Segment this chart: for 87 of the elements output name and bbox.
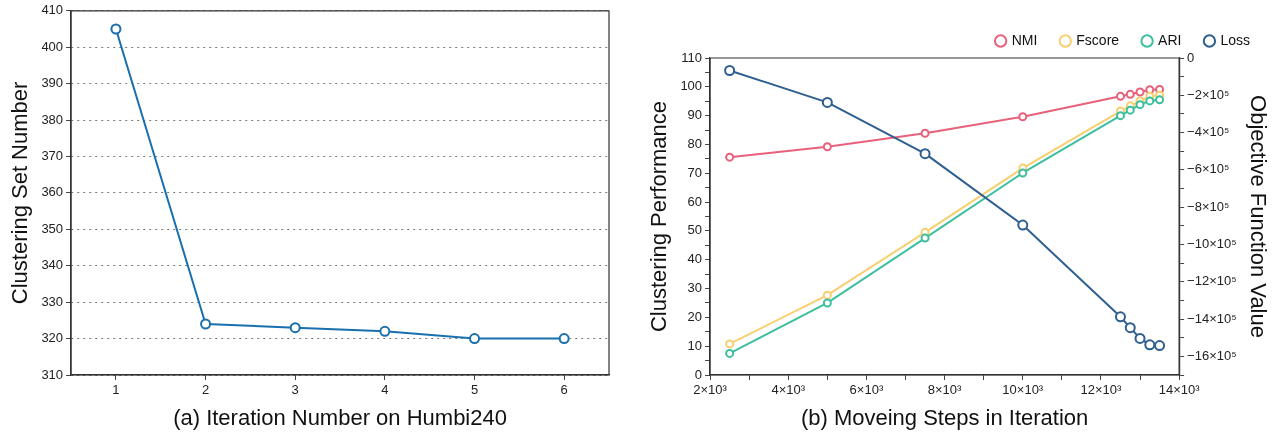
point xyxy=(822,290,832,300)
y-tick-label: 310 xyxy=(41,366,64,382)
y2-tick-label: −6×10⁵ xyxy=(1187,161,1230,177)
point xyxy=(920,233,930,243)
y-tick-label: 100 xyxy=(680,78,703,94)
legend-label: Fscore xyxy=(1076,31,1120,48)
point xyxy=(1135,87,1145,97)
y-axis-title: Clustering Performance xyxy=(646,100,672,333)
point xyxy=(725,152,735,162)
point xyxy=(822,298,832,308)
y-tick-label: 320 xyxy=(41,330,64,346)
y2-axis-title: Objective Function Value xyxy=(1245,95,1271,338)
point xyxy=(1134,332,1146,344)
point xyxy=(1018,168,1028,178)
y-tick-label: 400 xyxy=(41,38,64,54)
point xyxy=(379,325,391,337)
point xyxy=(1018,112,1028,122)
x-tick-label: 5 xyxy=(470,382,479,398)
point xyxy=(919,148,931,160)
y-tick-label: 90 xyxy=(687,107,703,123)
point xyxy=(724,64,736,76)
y-tick-label: 70 xyxy=(687,164,703,180)
x-tick-label: 4×10³ xyxy=(771,382,806,398)
point xyxy=(469,333,481,345)
y2-tick-label: −2×10⁵ xyxy=(1187,86,1230,102)
y-tick-label: 110 xyxy=(681,49,703,65)
point xyxy=(1115,91,1125,101)
point xyxy=(1115,111,1125,121)
y-tick-label: 0 xyxy=(694,366,703,382)
y-tick-label: 80 xyxy=(687,136,703,152)
y-tick-label: 30 xyxy=(687,280,703,296)
point xyxy=(1135,100,1145,110)
y2-tick-label: −14×10⁵ xyxy=(1187,310,1237,326)
point xyxy=(1125,89,1135,99)
x-tick-label: 3 xyxy=(291,382,299,398)
x-axis-title: (b) Moveing Steps in Iteration xyxy=(800,404,1089,430)
y-tick-label: 40 xyxy=(687,251,703,267)
point xyxy=(822,142,832,152)
point xyxy=(1124,322,1136,334)
y-tick-label: 370 xyxy=(41,148,64,164)
point xyxy=(725,339,735,349)
y-tick-label: 10 xyxy=(687,337,703,353)
y-tick-label: 20 xyxy=(687,308,703,324)
y-tick-label: 50 xyxy=(687,222,703,238)
y2-tick-label: −10×10⁵ xyxy=(1187,236,1237,252)
y-tick-label: 350 xyxy=(41,220,64,236)
y2-tick-label: −4×10⁵ xyxy=(1187,124,1230,140)
point xyxy=(1017,219,1029,231)
x-tick-label: 6 xyxy=(560,382,568,398)
point xyxy=(1154,340,1166,352)
point xyxy=(289,322,301,334)
x-tick-label: 4 xyxy=(381,382,389,398)
x-tick-label: 14×10³ xyxy=(1158,382,1201,398)
x-tick-label: 10×10³ xyxy=(1002,382,1044,398)
point xyxy=(920,128,930,138)
legend-label: ARI xyxy=(1158,31,1182,48)
point xyxy=(110,23,122,35)
x-tick-label: 2×10³ xyxy=(693,382,728,398)
y2-tick-label: 0 xyxy=(1187,49,1195,65)
point xyxy=(1145,96,1155,106)
x-tick-label: 6×10³ xyxy=(849,382,884,398)
point xyxy=(821,96,833,108)
point xyxy=(725,348,735,358)
y-tick-label: 360 xyxy=(41,184,64,200)
x-tick-label: 12×10³ xyxy=(1080,382,1123,398)
point xyxy=(1125,105,1135,115)
legend-label: Loss xyxy=(1220,31,1251,48)
point xyxy=(558,333,570,345)
x-tick-label: 1 xyxy=(112,382,120,398)
y2-tick-label: −16×10⁵ xyxy=(1187,347,1237,363)
y-tick-label: 60 xyxy=(687,193,703,209)
x-tick-label: 8×10³ xyxy=(927,382,963,398)
y-tick-label: 340 xyxy=(41,257,64,273)
y-axis-title: Clustering Set Number xyxy=(7,81,33,305)
y2-tick-label: −8×10⁵ xyxy=(1187,198,1230,214)
y2-tick-label: −12×10⁵ xyxy=(1187,273,1237,289)
y-tick-label: 410 xyxy=(41,2,64,18)
point xyxy=(1155,95,1165,105)
point xyxy=(200,318,212,330)
point xyxy=(1114,311,1126,323)
y-tick-label: 330 xyxy=(41,293,64,309)
y-tick-label: 380 xyxy=(41,111,64,127)
x-tick-label: 2 xyxy=(201,382,210,398)
point xyxy=(1144,339,1156,351)
x-axis-title: (a) Iteration Number on Humbi240 xyxy=(173,404,507,430)
y-tick-label: 390 xyxy=(41,75,64,91)
legend-label: NMI xyxy=(1011,31,1038,48)
